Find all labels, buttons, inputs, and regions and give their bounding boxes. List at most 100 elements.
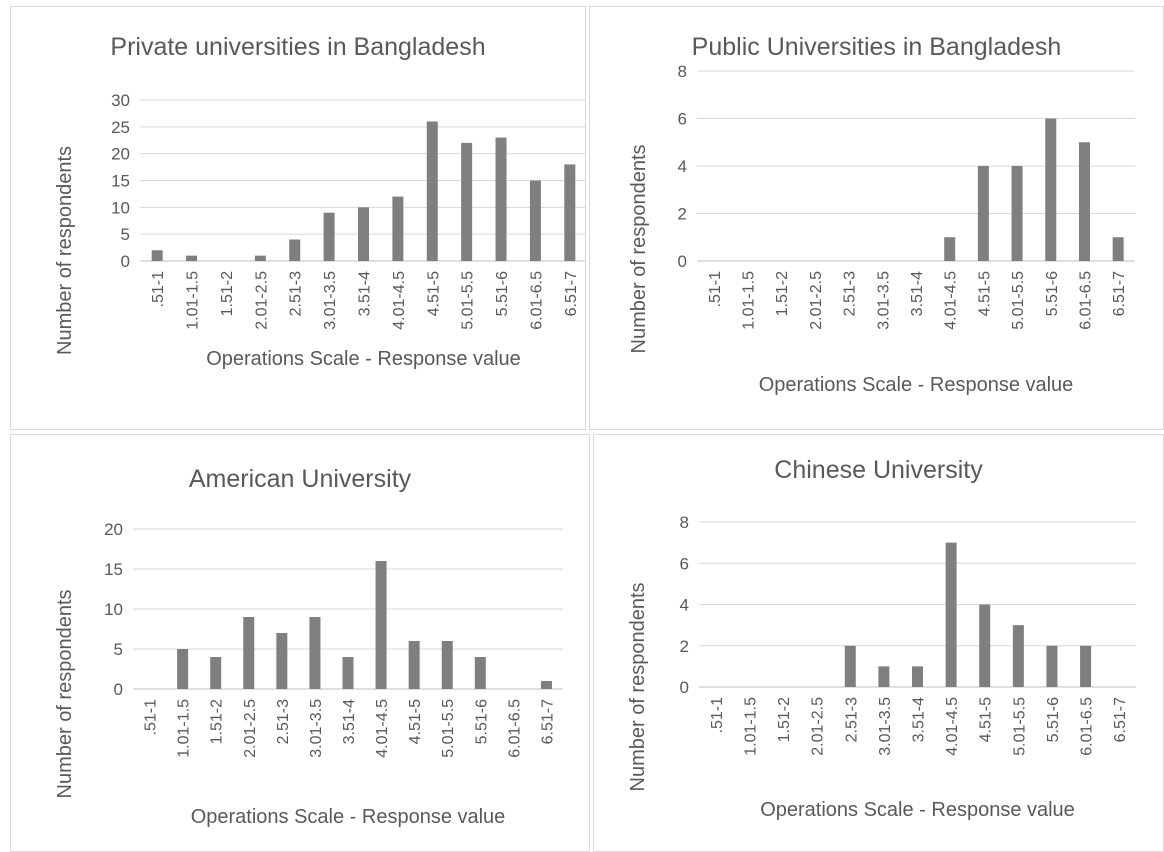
y-axis-label: Number of respondents bbox=[54, 146, 76, 355]
x-tick-label: 3.01-3.5 bbox=[877, 697, 894, 756]
x-tick-label: 5.01-5.5 bbox=[1011, 697, 1028, 756]
x-tick-label: 6.51-7 bbox=[539, 699, 556, 744]
y-tick-label: 20 bbox=[111, 145, 130, 164]
chart-svg: Private universities in Bangladesh 0 5 10 15… bbox=[54, 33, 585, 370]
bar bbox=[1011, 166, 1023, 261]
bar bbox=[243, 617, 255, 689]
x-tick-label: 4.51-5 bbox=[425, 271, 442, 316]
bar bbox=[254, 255, 266, 261]
y-axis-label: Number of respondents bbox=[54, 589, 76, 798]
x-tick-label: 1.01-1.5 bbox=[176, 699, 193, 758]
y-tick-label: 8 bbox=[678, 62, 687, 81]
x-axis-label: Operations Scale - Response value bbox=[759, 374, 1074, 396]
bar bbox=[408, 641, 420, 689]
x-tick-label: 1.51-2 bbox=[774, 271, 791, 316]
bar bbox=[441, 641, 453, 689]
x-tick-label: 2.01-2.5 bbox=[810, 697, 827, 756]
y-tick-label: 8 bbox=[680, 513, 689, 532]
y-tick-label: 2 bbox=[680, 637, 689, 656]
x-tick-label: 5.51-6 bbox=[1044, 271, 1061, 316]
x-tick-label: 6.01-6.5 bbox=[506, 699, 523, 758]
y-tick-label: 2 bbox=[678, 205, 687, 224]
bar bbox=[1045, 118, 1057, 261]
bar bbox=[461, 142, 473, 261]
x-tick-label: 1.01-1.5 bbox=[742, 697, 759, 756]
x-tick-label: 4.01-4.5 bbox=[374, 699, 391, 758]
x-tick-label: 4.01-4.5 bbox=[391, 271, 408, 330]
chart-svg: American University 0 5 10 15 20 .51-1 1.01-1.5… bbox=[54, 465, 563, 828]
x-tick-label: 1.51-2 bbox=[219, 271, 236, 316]
x-tick-label: 2.51-3 bbox=[843, 697, 860, 742]
x-tick-label: 2.01-2.5 bbox=[253, 271, 270, 330]
bar bbox=[276, 633, 288, 689]
bar bbox=[309, 617, 321, 689]
y-tick-label: 4 bbox=[678, 157, 687, 176]
chart-american-university: American University 0 5 10 15 20 .51-1 1.01-1.5… bbox=[10, 434, 590, 852]
bar bbox=[392, 196, 404, 261]
x-tick-label: 1.01-1.5 bbox=[185, 271, 202, 330]
bar bbox=[375, 561, 387, 689]
y-tick-label: 15 bbox=[111, 172, 130, 191]
y-tick-label: 5 bbox=[114, 640, 123, 659]
bar bbox=[529, 180, 541, 261]
x-tick-label: 2.51-3 bbox=[275, 699, 292, 744]
bar bbox=[878, 666, 890, 687]
bar bbox=[426, 121, 438, 261]
y-tick-label: 4 bbox=[680, 596, 689, 615]
y-tick-label: 15 bbox=[104, 560, 123, 579]
x-tick-label: 5.01-5.5 bbox=[1010, 271, 1027, 330]
y-tick-label: 10 bbox=[111, 198, 130, 217]
bar bbox=[844, 645, 856, 687]
bar bbox=[186, 255, 198, 261]
chart-private-universities: Private universities in Bangladesh 0 5 10 15… bbox=[10, 6, 586, 430]
x-tick-label: 3.51-4 bbox=[357, 271, 374, 316]
y-tick-label: 5 bbox=[121, 225, 130, 244]
bar bbox=[1080, 645, 1092, 687]
chart-public-universities: Public Universities in Bangladesh 0 2 4 6 8 .5… bbox=[589, 6, 1164, 430]
x-tick-label: 1.01-1.5 bbox=[741, 271, 758, 330]
y-tick-label: 6 bbox=[680, 554, 689, 573]
bar bbox=[1112, 237, 1124, 261]
chart-chinese-university: Chinese University 0 2 4 6 8 .51-1 1.01-1.5 1.51… bbox=[593, 434, 1164, 852]
x-tick-label: .51-1 bbox=[150, 271, 167, 308]
x-tick-label: .51-1 bbox=[709, 697, 726, 734]
chart-title: American University bbox=[189, 465, 412, 493]
x-tick-label: 4.51-5 bbox=[978, 697, 995, 742]
x-tick-label: 4.51-5 bbox=[976, 271, 993, 316]
x-tick-label: 6.01-6.5 bbox=[1077, 271, 1094, 330]
x-tick-label: 1.51-2 bbox=[209, 699, 226, 744]
bar bbox=[1046, 645, 1058, 687]
chart-title: Public Universities in Bangladesh bbox=[692, 33, 1062, 61]
bar bbox=[474, 657, 486, 689]
y-tick-label: 6 bbox=[678, 110, 687, 129]
x-tick-label: 5.51-6 bbox=[494, 271, 511, 316]
x-tick-label: 1.51-2 bbox=[776, 697, 793, 742]
x-tick-label: 3.51-4 bbox=[341, 699, 358, 744]
bar bbox=[358, 207, 369, 261]
x-tick-label: 2.51-3 bbox=[842, 271, 859, 316]
y-axis-label: Number of respondents bbox=[628, 144, 650, 353]
x-tick-label: 3.51-4 bbox=[909, 271, 926, 316]
y-tick-label: 10 bbox=[104, 600, 123, 619]
y-tick-label: 0 bbox=[680, 678, 689, 697]
chart-title: Chinese University bbox=[774, 456, 983, 484]
bar bbox=[979, 604, 991, 687]
x-tick-label: 5.51-6 bbox=[1045, 697, 1062, 742]
y-tick-label: 0 bbox=[121, 252, 130, 271]
x-tick-label: 6.51-7 bbox=[1112, 697, 1129, 742]
y-tick-label: 0 bbox=[114, 680, 123, 699]
y-axis-label: Number of respondents bbox=[627, 582, 649, 791]
x-axis-label: Operations Scale - Response value bbox=[206, 348, 521, 370]
x-tick-label: 6.51-7 bbox=[563, 271, 580, 316]
x-tick-label: .51-1 bbox=[707, 271, 724, 308]
y-tick-label: 25 bbox=[111, 118, 130, 137]
bar bbox=[342, 657, 354, 689]
x-tick-label: 2.01-2.5 bbox=[808, 271, 825, 330]
x-tick-label: 3.01-3.5 bbox=[875, 271, 892, 330]
bar bbox=[210, 657, 222, 689]
x-tick-label: 5.01-5.5 bbox=[460, 271, 477, 330]
bar bbox=[912, 666, 923, 687]
bar bbox=[323, 212, 335, 261]
chart-svg: Public Universities in Bangladesh 0 2 4 6 8 .5… bbox=[628, 33, 1135, 396]
x-tick-label: 4.51-5 bbox=[407, 699, 424, 744]
